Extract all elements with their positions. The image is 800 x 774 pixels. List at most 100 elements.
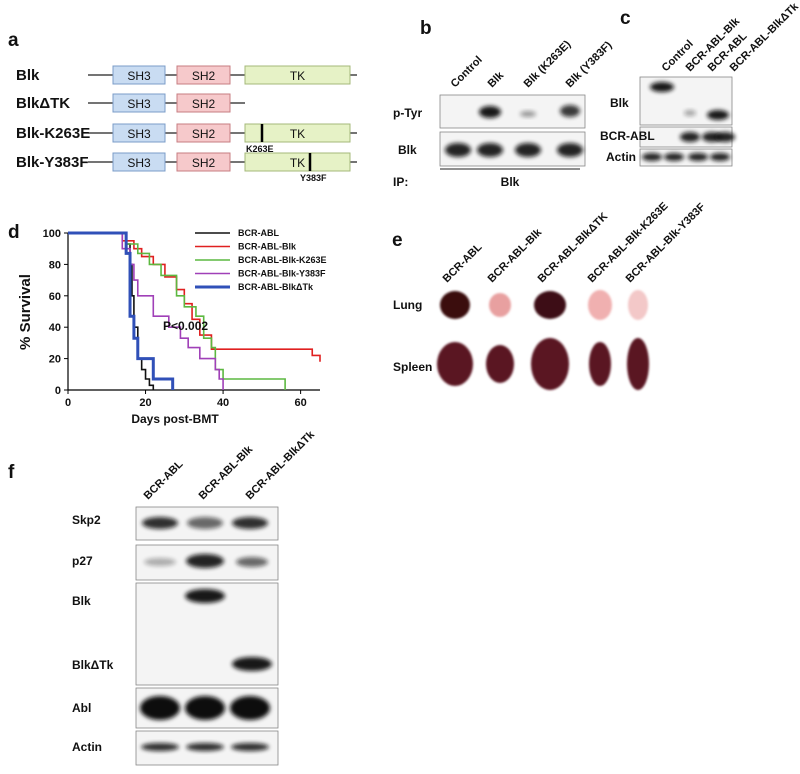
- domain-label: SH3: [127, 127, 151, 141]
- domain-label: SH3: [127, 156, 151, 170]
- legend-label: BCR-ABL-Blk-K263E: [238, 255, 327, 265]
- blot-band: [231, 743, 269, 751]
- construct-name: BlkΔTK: [16, 95, 70, 112]
- panel-label: e: [392, 230, 403, 251]
- domain-box: [112, 93, 166, 113]
- y-tick-label: 80: [49, 259, 61, 271]
- blot-band: [141, 743, 179, 751]
- panel-label: f: [8, 462, 15, 483]
- domain-box: [244, 152, 351, 172]
- domain-box: [112, 152, 166, 172]
- blot-frame: [639, 148, 733, 167]
- spleen: [627, 338, 649, 390]
- blot-band: [520, 111, 536, 117]
- domain-label: SH2: [192, 69, 216, 83]
- blot-band: [710, 153, 730, 161]
- row-label: Blk: [610, 96, 629, 110]
- y-axis-label: % Survival: [17, 274, 34, 350]
- blot-band: [186, 743, 224, 751]
- x-tick-label: 60: [294, 397, 306, 409]
- blot-band: [664, 153, 684, 161]
- survival-curve: [68, 232, 321, 362]
- blot-band: [140, 696, 180, 720]
- row-label: Actin: [606, 150, 636, 164]
- blot-band: [707, 110, 729, 120]
- blot-band: [684, 110, 696, 116]
- domain-label: TK: [290, 69, 305, 83]
- blot-band: [557, 143, 583, 157]
- row-label: BCR-ABL: [600, 129, 655, 143]
- domain-box: [244, 123, 351, 143]
- blot-band: [560, 105, 580, 117]
- construct-name: Blk: [16, 67, 40, 84]
- row-label: Blk: [72, 594, 91, 608]
- panel-label: a: [8, 30, 19, 51]
- blot-band: [479, 106, 501, 118]
- survival-curve: [68, 231, 175, 390]
- domain-label: SH2: [192, 127, 216, 141]
- row-label: Blk: [398, 143, 417, 157]
- mutation-label: K263E: [246, 144, 274, 154]
- y-tick-label: 60: [49, 291, 61, 303]
- blot-band: [232, 657, 272, 671]
- panel-label: d: [8, 222, 20, 243]
- blot-band: [688, 153, 708, 161]
- domain-label: TK: [290, 156, 305, 170]
- spleen: [486, 345, 514, 383]
- domain-box: [176, 123, 231, 143]
- p-value: P<0.002: [163, 319, 208, 333]
- blot-band: [680, 132, 700, 142]
- blot-band: [144, 558, 176, 566]
- blot-band: [187, 517, 223, 529]
- lung: [628, 290, 648, 320]
- domain-label: SH2: [192, 97, 216, 111]
- lane-label: BCR-ABL-BlkΔTk: [244, 428, 318, 502]
- domain-box: [112, 123, 166, 143]
- panel-label: b: [420, 18, 432, 39]
- domain-label: SH2: [192, 156, 216, 170]
- row-label: Abl: [72, 701, 91, 715]
- x-axis-label: Days post-BMT: [131, 412, 219, 426]
- lung: [534, 291, 566, 319]
- mutation-label: Y383F: [300, 173, 327, 183]
- lung: [440, 291, 470, 319]
- group-label: BCR-ABL: [441, 241, 485, 285]
- construct-name: Blk-K263E: [16, 125, 90, 142]
- legend-label: BCR-ABL-Blk: [238, 242, 297, 252]
- blot-band: [232, 517, 268, 529]
- construct-name: Blk-Y383F: [16, 154, 89, 171]
- legend-label: BCR-ABL-Blk-Y383F: [238, 269, 326, 279]
- panel-label: c: [620, 8, 631, 29]
- organ-label: Lung: [393, 298, 422, 312]
- blot-band: [715, 132, 735, 142]
- lane-label: Control: [449, 54, 485, 90]
- survival-curve: [68, 232, 155, 390]
- lane-label: Blk: [486, 69, 507, 90]
- blot-band: [142, 517, 178, 529]
- y-tick-label: 20: [49, 354, 61, 366]
- domain-box: [176, 65, 231, 85]
- domain-box: [112, 65, 166, 85]
- ip-label: IP:: [393, 175, 408, 189]
- spleen: [589, 342, 611, 386]
- row-label: p27: [72, 554, 93, 568]
- lung: [588, 290, 612, 320]
- ip-antibody: Blk: [501, 175, 520, 189]
- blot-band: [445, 143, 471, 157]
- blot-band: [230, 696, 270, 720]
- blot-band: [186, 554, 224, 568]
- blot-band: [642, 153, 662, 161]
- y-tick-label: 100: [43, 228, 61, 240]
- y-tick-label: 0: [55, 385, 61, 397]
- blot-band: [185, 696, 225, 720]
- blot-band: [236, 557, 268, 567]
- row-label: Actin: [72, 740, 102, 754]
- row-label: BlkΔTk: [72, 658, 114, 672]
- domain-label: TK: [290, 127, 305, 141]
- row-label: Skp2: [72, 513, 101, 527]
- x-tick-label: 20: [139, 397, 151, 409]
- lane-label: BCR-ABL: [142, 458, 186, 502]
- x-tick-label: 40: [217, 397, 229, 409]
- spleen: [437, 342, 473, 386]
